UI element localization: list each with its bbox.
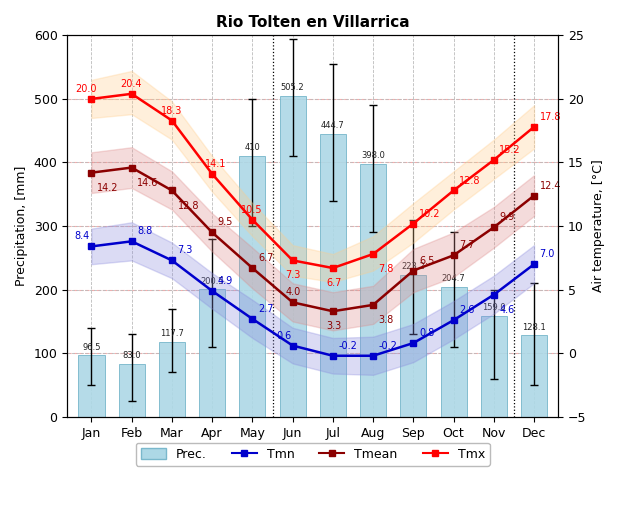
Text: 96.5: 96.5	[82, 343, 100, 352]
Text: 15.2: 15.2	[499, 145, 521, 155]
Bar	[360, 164, 386, 417]
Text: 83.0: 83.0	[122, 351, 141, 360]
Bar	[521, 335, 547, 417]
Text: 7.3: 7.3	[286, 270, 301, 280]
Text: 398.0: 398.0	[361, 151, 385, 160]
Text: 117.7: 117.7	[160, 329, 184, 338]
Text: 7.0: 7.0	[539, 249, 555, 259]
Text: -0.2: -0.2	[339, 341, 357, 351]
Text: 7.3: 7.3	[177, 245, 193, 255]
Text: 0.8: 0.8	[419, 328, 434, 338]
Y-axis label: Air temperature, [°C]: Air temperature, [°C]	[592, 160, 605, 292]
Text: 200.5: 200.5	[200, 277, 224, 285]
Text: 17.8: 17.8	[539, 112, 561, 122]
Text: 14.2: 14.2	[97, 183, 118, 193]
Text: 18.3: 18.3	[161, 106, 182, 115]
Text: 444.7: 444.7	[321, 121, 345, 130]
Text: 12.4: 12.4	[539, 180, 561, 191]
Text: 3.3: 3.3	[326, 321, 341, 331]
Bar	[159, 342, 185, 417]
Text: 128.1: 128.1	[522, 322, 546, 332]
Text: 2.6: 2.6	[459, 305, 474, 315]
Text: 6.5: 6.5	[419, 256, 434, 266]
Bar	[480, 316, 507, 417]
Text: 8.8: 8.8	[137, 226, 153, 237]
Bar	[320, 134, 346, 417]
Bar	[199, 289, 225, 417]
Text: 8.4: 8.4	[75, 231, 90, 241]
Text: 20.4: 20.4	[120, 79, 142, 89]
Text: 12.8: 12.8	[459, 176, 481, 186]
Bar	[280, 96, 306, 417]
Text: 9.9: 9.9	[499, 212, 515, 223]
Text: 6.7: 6.7	[258, 253, 273, 263]
Text: 3.8: 3.8	[379, 315, 394, 325]
Text: 10.5: 10.5	[241, 205, 263, 215]
Text: 4.0: 4.0	[286, 288, 301, 297]
Text: 223.2: 223.2	[402, 262, 425, 271]
Y-axis label: Precipitation, [mm]: Precipitation, [mm]	[15, 166, 28, 286]
Text: 410: 410	[244, 144, 260, 152]
Bar	[401, 275, 427, 417]
Title: Rio Tolten en Villarrica: Rio Tolten en Villarrica	[216, 15, 410, 30]
Text: 2.7: 2.7	[258, 304, 273, 314]
Text: 204.7: 204.7	[441, 274, 466, 283]
Text: 4.6: 4.6	[499, 305, 515, 315]
Text: 7.7: 7.7	[459, 240, 475, 250]
Text: 14.1: 14.1	[205, 159, 226, 169]
Text: 9.5: 9.5	[218, 217, 233, 227]
Text: 20.0: 20.0	[75, 84, 96, 94]
Bar	[78, 356, 105, 417]
Text: 10.2: 10.2	[419, 209, 440, 218]
Bar	[239, 156, 265, 417]
Text: 4.9: 4.9	[218, 276, 233, 286]
Text: -0.2: -0.2	[379, 341, 397, 351]
Text: 14.6: 14.6	[137, 178, 159, 188]
Text: 0.6: 0.6	[276, 331, 291, 341]
Text: 505.2: 505.2	[281, 83, 304, 92]
Text: 7.8: 7.8	[379, 264, 394, 274]
Bar	[441, 287, 467, 417]
Text: 12.8: 12.8	[177, 201, 199, 211]
Bar	[118, 364, 144, 417]
Text: 159.0: 159.0	[482, 303, 506, 312]
Text: 6.7: 6.7	[326, 278, 341, 288]
Legend: Prec., Tmn, Tmean, Tmx: Prec., Tmn, Tmean, Tmx	[136, 443, 490, 466]
